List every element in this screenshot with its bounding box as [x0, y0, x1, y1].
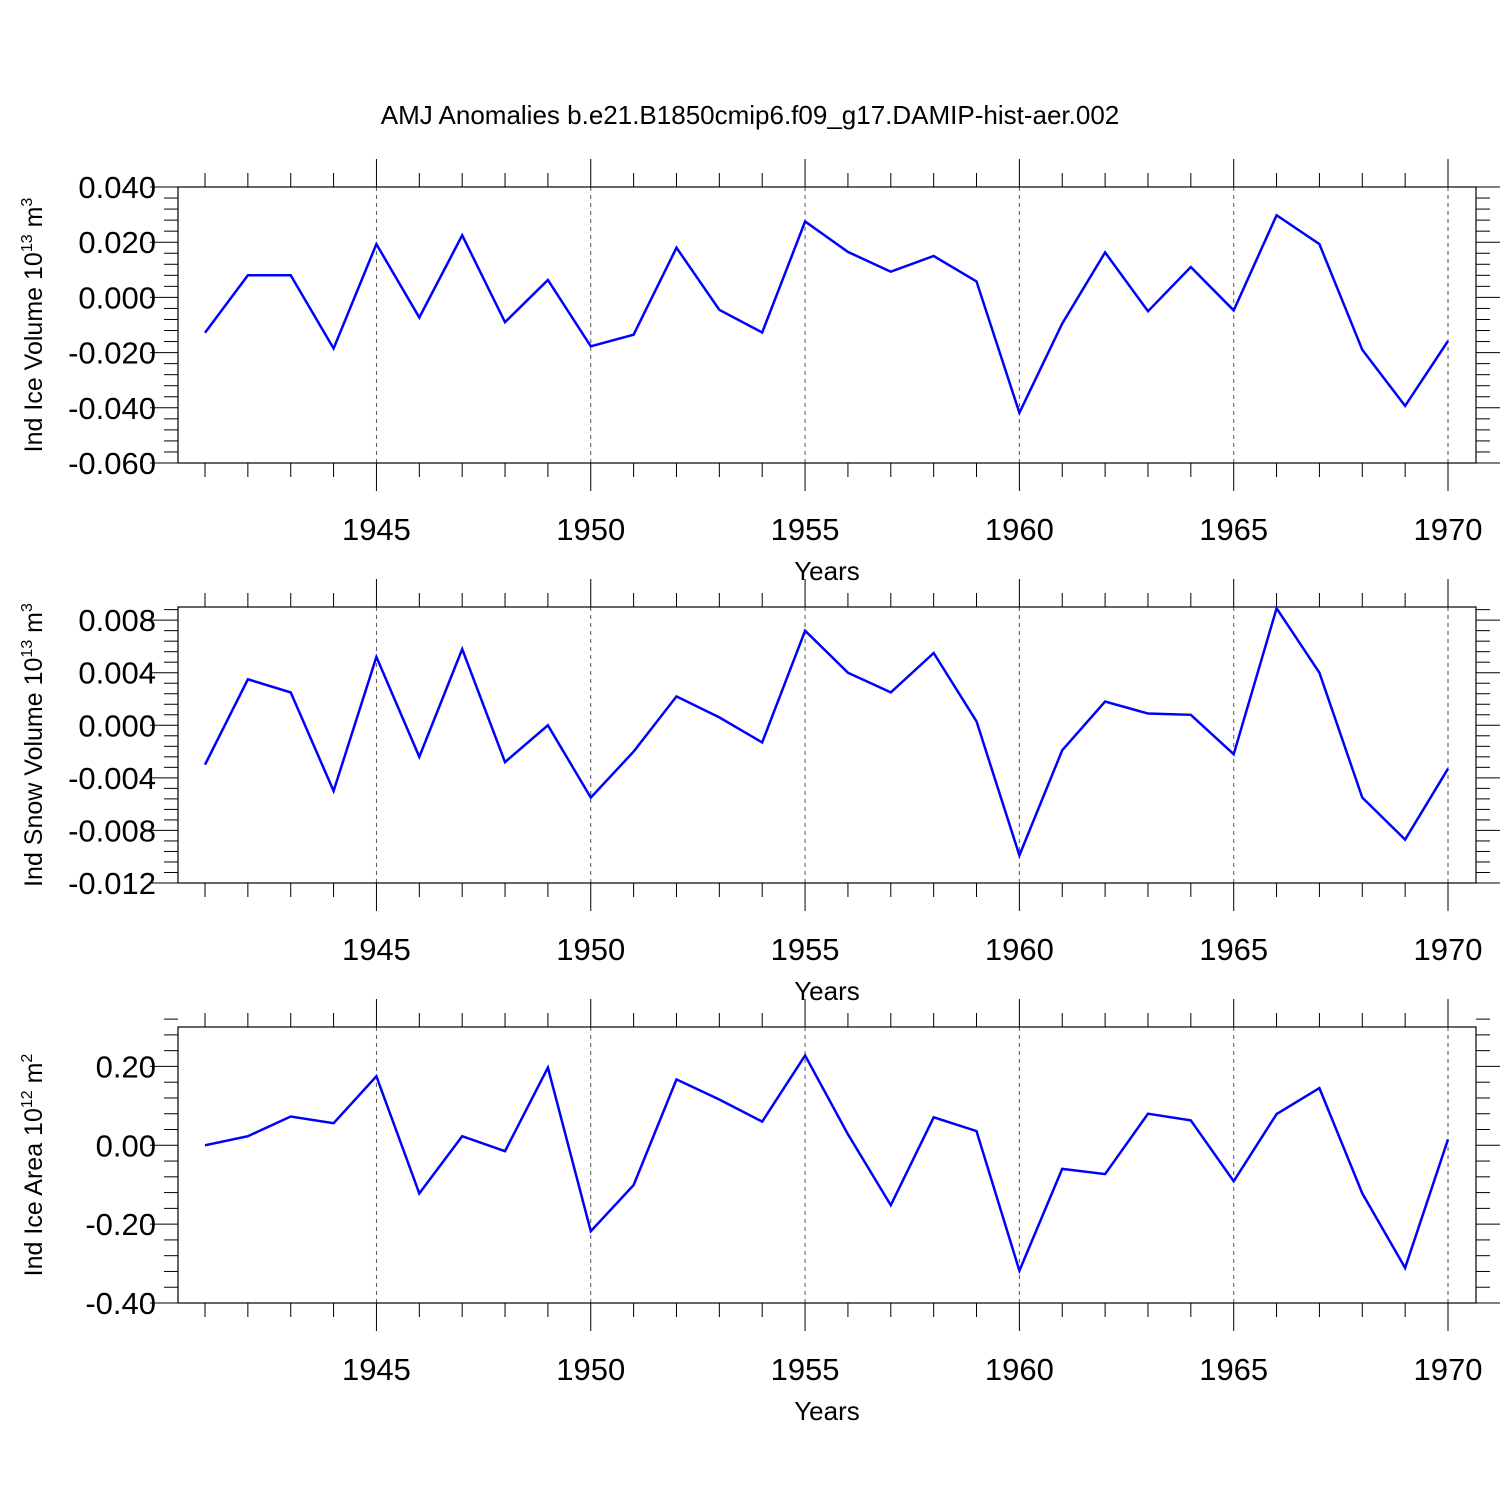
y-tick-label: -0.004	[68, 761, 156, 796]
x-tick-label: 1950	[556, 932, 625, 967]
x-tick-label: 1955	[771, 932, 840, 967]
x-tick-label: 1960	[985, 512, 1054, 547]
x-tick-label: 1950	[556, 1352, 625, 1387]
x-tick-label: 1965	[1199, 512, 1268, 547]
y-tick-label: -0.008	[68, 813, 156, 848]
panel-snow-volume: 0.008 0.004 0.000 -0.004 -0.008 -0.012 1945 195…	[19, 579, 1500, 1006]
series-line	[204, 1052, 1450, 1275]
y-tick-label: 0.020	[78, 225, 156, 260]
y-tick-label: 0.000	[78, 280, 156, 315]
x-tick-label: 1965	[1199, 932, 1268, 967]
x-tick-label: 1960	[985, 1352, 1054, 1387]
x-tick-label: 1945	[342, 1352, 411, 1387]
chart-title: AMJ Anomalies b.e21.B1850cmip6.f09_g17.D…	[381, 100, 1120, 130]
series-line	[203, 213, 1450, 417]
y-axis-label: Ind Ice Area 1012 m2	[19, 1054, 48, 1277]
x-axis-label: Years	[794, 1396, 860, 1426]
y-tick-label: -0.012	[68, 866, 156, 901]
plot-frame	[177, 606, 1477, 884]
y-tick-label: -0.060	[68, 446, 156, 481]
x-axis-label: Years	[794, 976, 860, 1006]
x-tick-label: 1970	[1414, 932, 1483, 967]
x-tick-label: 1955	[771, 1352, 840, 1387]
y-tick-label: 0.00	[96, 1128, 156, 1163]
plot-frame	[177, 186, 1477, 464]
y-axis-label: Ind Ice Volume 1013 m3	[19, 198, 48, 453]
y-tick-label: 0.004	[78, 656, 156, 691]
y-tick-label: -0.20	[85, 1207, 156, 1242]
x-tick-label: 1950	[556, 512, 625, 547]
panel-ice-area: 0.20 0.00 -0.20 -0.40 1945 1950 1955 1960 1965 19…	[19, 999, 1500, 1426]
y-tick-label: -0.40	[85, 1286, 156, 1321]
x-tick-label: 1955	[771, 512, 840, 547]
x-tick-label: 1965	[1199, 1352, 1268, 1387]
x-tick-label: 1945	[342, 512, 411, 547]
x-axis-label: Years	[794, 556, 860, 586]
y-tick-label: 0.040	[78, 170, 156, 205]
y-axis-label: Ind Snow Volume 1013 m3	[19, 603, 48, 887]
x-tick-label: 1960	[985, 932, 1054, 967]
x-tick-label: 1970	[1414, 1352, 1483, 1387]
y-tick-label: 0.20	[96, 1049, 156, 1084]
y-tick-label: -0.040	[68, 391, 156, 426]
x-tick-label: 1970	[1414, 512, 1483, 547]
y-tick-label: 0.000	[78, 708, 156, 743]
plot-frame	[177, 1026, 1477, 1304]
y-tick-label: -0.020	[68, 336, 156, 371]
series-line	[203, 605, 1450, 860]
y-tick-label: 0.008	[78, 603, 156, 638]
x-tick-label: 1945	[342, 932, 411, 967]
panel-ice-volume: 0.040 0.020 0.000 -0.020 -0.040 -0.060 1945 195…	[19, 159, 1500, 586]
